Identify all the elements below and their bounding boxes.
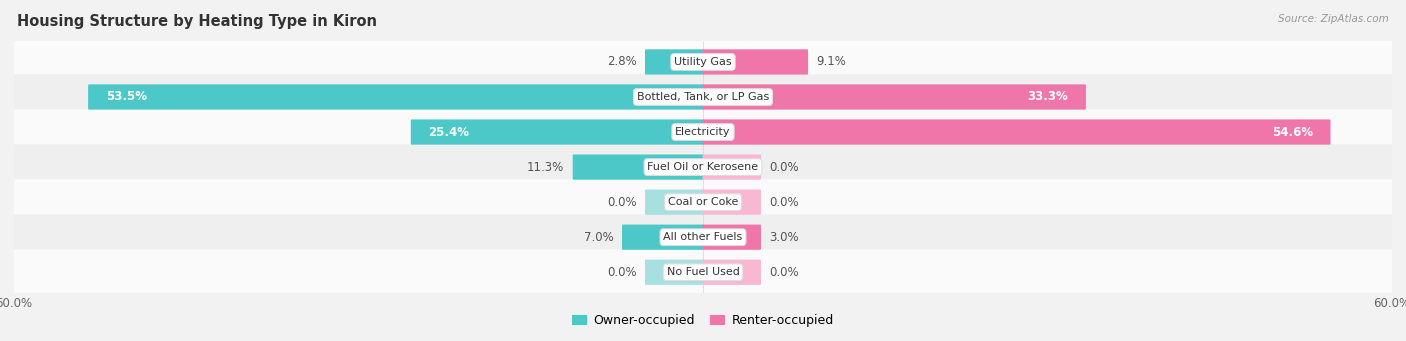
FancyBboxPatch shape [645, 260, 703, 285]
Text: All other Fuels: All other Fuels [664, 232, 742, 242]
Legend: Owner-occupied, Renter-occupied: Owner-occupied, Renter-occupied [568, 309, 838, 332]
Text: 0.0%: 0.0% [769, 266, 799, 279]
FancyBboxPatch shape [13, 144, 1393, 190]
FancyBboxPatch shape [703, 225, 761, 250]
FancyBboxPatch shape [89, 84, 703, 109]
FancyBboxPatch shape [645, 49, 703, 75]
FancyBboxPatch shape [703, 154, 761, 180]
FancyBboxPatch shape [13, 214, 1393, 260]
Text: No Fuel Used: No Fuel Used [666, 267, 740, 277]
FancyBboxPatch shape [703, 119, 1330, 145]
Text: 0.0%: 0.0% [769, 196, 799, 209]
Text: 7.0%: 7.0% [583, 231, 613, 244]
Text: Utility Gas: Utility Gas [675, 57, 731, 67]
FancyBboxPatch shape [411, 119, 703, 145]
FancyBboxPatch shape [703, 190, 761, 215]
Text: 2.8%: 2.8% [606, 56, 637, 69]
Text: 0.0%: 0.0% [607, 196, 637, 209]
Text: 54.6%: 54.6% [1271, 125, 1313, 138]
FancyBboxPatch shape [703, 49, 808, 75]
Text: 25.4%: 25.4% [429, 125, 470, 138]
FancyBboxPatch shape [572, 154, 703, 180]
FancyBboxPatch shape [13, 109, 1393, 155]
Text: 33.3%: 33.3% [1028, 90, 1069, 104]
Text: 0.0%: 0.0% [607, 266, 637, 279]
FancyBboxPatch shape [703, 260, 761, 285]
Text: Coal or Coke: Coal or Coke [668, 197, 738, 207]
Text: Source: ZipAtlas.com: Source: ZipAtlas.com [1278, 14, 1389, 24]
FancyBboxPatch shape [13, 250, 1393, 295]
Text: 11.3%: 11.3% [527, 161, 564, 174]
Text: 53.5%: 53.5% [105, 90, 146, 104]
Text: 9.1%: 9.1% [817, 56, 846, 69]
FancyBboxPatch shape [13, 179, 1393, 225]
FancyBboxPatch shape [13, 74, 1393, 120]
Text: 0.0%: 0.0% [769, 161, 799, 174]
FancyBboxPatch shape [13, 39, 1393, 85]
Text: Fuel Oil or Kerosene: Fuel Oil or Kerosene [647, 162, 759, 172]
Text: Bottled, Tank, or LP Gas: Bottled, Tank, or LP Gas [637, 92, 769, 102]
FancyBboxPatch shape [703, 84, 1085, 109]
FancyBboxPatch shape [645, 190, 703, 215]
FancyBboxPatch shape [621, 225, 703, 250]
Text: Electricity: Electricity [675, 127, 731, 137]
Text: 3.0%: 3.0% [769, 231, 799, 244]
Text: Housing Structure by Heating Type in Kiron: Housing Structure by Heating Type in Kir… [17, 14, 377, 29]
